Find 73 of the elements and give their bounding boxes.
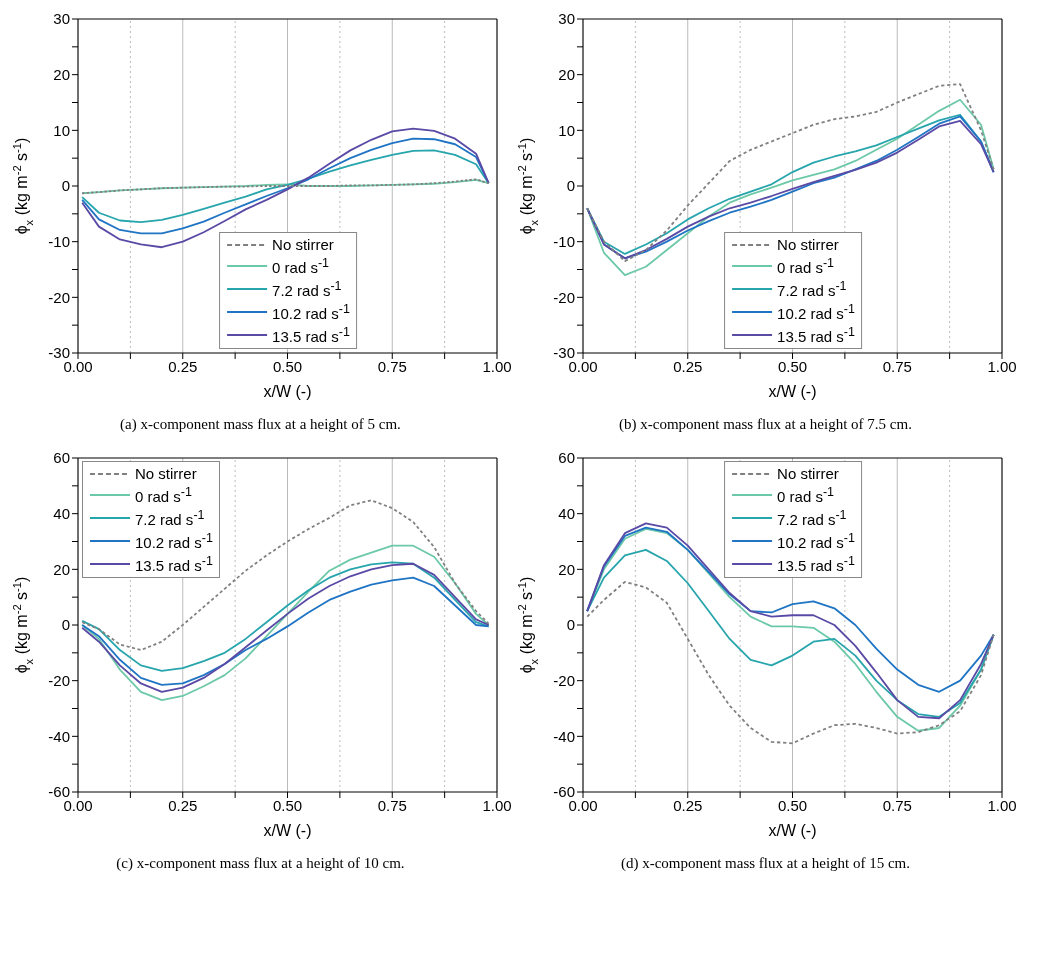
- x-tick-label: 0.25: [168, 796, 198, 814]
- y-tick-label: -20: [48, 671, 70, 689]
- x-tick-label: 1.00: [482, 796, 512, 814]
- x-tick-label: 1.00: [987, 796, 1017, 814]
- legend-label: 10.2 rad s$^{-1}$: [777, 530, 855, 552]
- x-tick-label: 0.25: [168, 357, 198, 375]
- y-tick-label: 20: [558, 65, 575, 83]
- y-tick-label: 20: [53, 65, 70, 83]
- text: (c) x-component mass flux at a height of 10 cm.: [115, 855, 406, 872]
- y-tick-label: 10: [53, 121, 70, 139]
- legend-label: 10.2 rad s$^{-1}$: [135, 530, 213, 552]
- y-tick-label: -20: [553, 288, 575, 306]
- x-axis-title: x/W (-): [768, 383, 817, 400]
- y-tick-label: -20: [48, 288, 70, 306]
- x-tick-label: 1.00: [482, 357, 512, 375]
- legend-label: 7.2 rad s$^{-1}$: [272, 278, 342, 300]
- y-tick-label: -40: [553, 727, 575, 745]
- x-axis-title: x/W (-): [263, 822, 312, 839]
- y-tick-label: 30: [558, 10, 575, 28]
- x-tick-label: 1.00: [987, 357, 1017, 375]
- x-tick-label: 0.50: [272, 796, 303, 814]
- y-tick-label: 40: [558, 504, 575, 522]
- x-tick-label: 0.50: [777, 357, 808, 375]
- y-tick-label: 20: [558, 560, 575, 578]
- x-tick-label: 0.50: [777, 796, 808, 814]
- text: (d) x-component mass flux at a height of 15 cm.: [619, 855, 912, 872]
- x-tick-label: 0.75: [882, 796, 912, 814]
- y-tick-label: 40: [53, 504, 70, 522]
- x-tick-label: 0.75: [882, 357, 912, 375]
- legend-label: 0 rad s$^{-1}$: [777, 255, 835, 277]
- y-tick-label: 60: [53, 449, 70, 467]
- legend-label: 10.2 rad s$^{-1}$: [777, 301, 855, 323]
- y-tick-label: 60: [558, 449, 575, 467]
- line-series: [81, 178, 490, 195]
- y-tick-label: 0: [566, 177, 575, 195]
- legend-label: 0 rad s$^{-1}$: [272, 255, 330, 277]
- legend-label: 13.5 rad s$^{-1}$: [777, 553, 855, 575]
- legend-label: 7.2 rad s$^{-1}$: [777, 278, 847, 300]
- y-tick-label: -40: [48, 727, 70, 745]
- legend-label: No stirrer: [272, 235, 334, 254]
- legend-label: 0 rad s$^{-1}$: [777, 484, 835, 506]
- line-series: [81, 127, 490, 249]
- legend-label: 7.2 rad s$^{-1}$: [135, 507, 205, 529]
- text: (b) x-component mass flux at a height of 7.5 cm.: [618, 416, 913, 433]
- y-tick-label: -10: [553, 232, 575, 250]
- legend-label: 13.5 rad s$^{-1}$: [777, 324, 855, 346]
- y-tick-label: -20: [553, 671, 575, 689]
- x-tick-label: 0.75: [377, 796, 407, 814]
- text: (a) x-component mass flux at a height of 5 cm.: [119, 416, 402, 433]
- y-tick-label: 0: [61, 177, 70, 195]
- x-tick-label: 0.25: [673, 796, 703, 814]
- x-axis-title: x/W (-): [263, 383, 312, 400]
- legend-label: 0 rad s$^{-1}$: [135, 484, 192, 506]
- line-series: [586, 580, 995, 745]
- y-tick-label: -10: [48, 232, 70, 250]
- y-tick-label: 0: [61, 616, 70, 634]
- line-series: [81, 576, 490, 686]
- line-series: [81, 149, 490, 224]
- legend-label: 10.2 rad s$^{-1}$: [272, 301, 350, 323]
- legend-label: No stirrer: [777, 464, 839, 483]
- y-tick-label: 30: [53, 10, 70, 28]
- x-tick-label: 0.25: [673, 357, 703, 375]
- legend-label: 13.5 rad s$^{-1}$: [135, 553, 213, 575]
- y-tick-label: 10: [558, 121, 575, 139]
- y-tick-label: 0: [566, 616, 575, 634]
- x-tick-label: 0.75: [377, 357, 407, 375]
- x-tick-label: 0.50: [272, 357, 303, 375]
- legend-label: 7.2 rad s$^{-1}$: [777, 507, 847, 529]
- legend-label: No stirrer: [777, 235, 839, 254]
- y-tick-label: 20: [53, 560, 70, 578]
- legend-label: No stirrer: [135, 464, 197, 483]
- legend-label: 13.5 rad s$^{-1}$: [272, 324, 350, 346]
- x-axis-title: x/W (-): [768, 822, 817, 839]
